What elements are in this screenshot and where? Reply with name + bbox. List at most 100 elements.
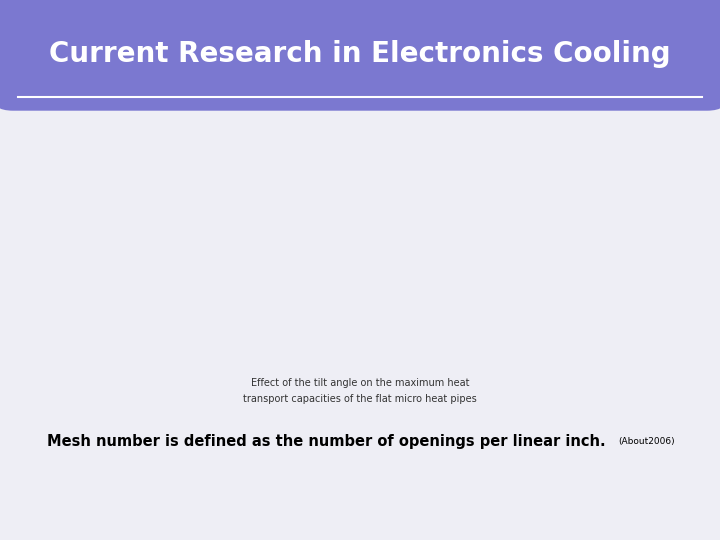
- Mesh#120: [421, 195, 430, 202]
- Mesh#120: [284, 188, 292, 194]
- Mesh#100: [454, 294, 463, 301]
- Mesh#200: [320, 122, 328, 129]
- Mesh#150: [194, 287, 202, 293]
- Mesh#120: [140, 287, 148, 293]
- Mesh#150: [176, 294, 184, 300]
- Mesh#200: [454, 159, 463, 166]
- Y-axis label: Qmax, W: Qmax, W: [17, 214, 27, 259]
- Mesh#100: [588, 294, 596, 301]
- Mesh#120: [471, 195, 480, 202]
- Line: Mesh#150: Mesh#150: [406, 265, 678, 271]
- Mesh#200: [86, 333, 94, 340]
- Line: Mesh#100: Mesh#100: [406, 295, 678, 300]
- Mesh#150: [554, 265, 563, 271]
- Mesh#200: [302, 124, 310, 130]
- Mesh#120: [537, 195, 546, 202]
- Mesh#100: [571, 294, 580, 301]
- Mesh#100: [212, 308, 220, 314]
- Legend: Mesh#100, Mesh#120, Mesh#150, Mesh#200: Mesh#100, Mesh#120, Mesh#150, Mesh#200: [58, 132, 132, 183]
- Mesh#100: [104, 328, 112, 335]
- Mesh#200: [637, 159, 646, 166]
- Mesh#100: [302, 299, 310, 306]
- Mesh#120: [266, 190, 274, 197]
- Legend: Mesh#100, Mesh#120, Mesh#150, Mesh#200: Mesh#100, Mesh#120, Mesh#150, Mesh#200: [532, 330, 688, 358]
- Mesh#200: [104, 325, 112, 331]
- Mesh#200: [621, 159, 629, 166]
- Mesh#150: [248, 274, 256, 281]
- Mesh#200: [405, 159, 413, 166]
- Mesh#120: [104, 312, 112, 319]
- Mesh#120: [521, 195, 529, 202]
- Mesh#120: [554, 195, 563, 202]
- Mesh#120: [604, 195, 613, 202]
- Mesh#100: [621, 294, 629, 301]
- Mesh#100: [176, 314, 184, 320]
- Mesh#200: [140, 294, 148, 300]
- Mesh#120: [86, 323, 94, 329]
- Text: Mesh number is defined as the number of openings per linear inch.: Mesh number is defined as the number of …: [47, 434, 606, 449]
- Mesh#100: [654, 294, 662, 301]
- Line: Mesh#200: Mesh#200: [406, 160, 678, 165]
- Mesh#150: [405, 265, 413, 271]
- Text: Case 1 dw=0.813 mm, Ws=3dw: Case 1 dw=0.813 mm, Ws=3dw: [63, 127, 177, 133]
- Mesh#100: [504, 294, 513, 301]
- Mesh#100: [604, 294, 613, 301]
- Mesh#200: [487, 159, 496, 166]
- Mesh#200: [571, 159, 580, 166]
- Mesh#150: [266, 273, 274, 279]
- Line: Mesh#120: Mesh#120: [87, 187, 327, 329]
- Mesh#150: [521, 265, 529, 271]
- Mesh#150: [588, 265, 596, 271]
- Line: Mesh#120: Mesh#120: [406, 196, 678, 201]
- Mesh#150: [454, 265, 463, 271]
- Mesh#120: [670, 195, 679, 202]
- Mesh#150: [122, 318, 130, 324]
- Mesh#100: [405, 294, 413, 301]
- Mesh#150: [212, 281, 220, 288]
- Mesh#150: [104, 325, 112, 331]
- Mesh#200: [521, 159, 529, 166]
- Mesh#200: [230, 158, 238, 164]
- Mesh#100: [86, 333, 94, 340]
- Mesh#120: [454, 195, 463, 202]
- Mesh#120: [621, 195, 629, 202]
- Text: Case 2 dw=0.813 mm, Ws=3dw: Case 2 dw=0.813 mm, Ws=3dw: [397, 130, 511, 136]
- Mesh#120: [176, 254, 184, 261]
- Mesh#100: [471, 294, 480, 301]
- Mesh#120: [571, 195, 580, 202]
- Mesh#120: [212, 219, 220, 225]
- Mesh#100: [266, 302, 274, 308]
- Mesh#120: [194, 237, 202, 243]
- Mesh#200: [266, 132, 274, 139]
- Line: Mesh#200: Mesh#200: [87, 122, 327, 340]
- Mesh#100: [284, 301, 292, 308]
- Mesh#150: [421, 265, 430, 271]
- Mesh#200: [158, 269, 166, 275]
- Mesh#100: [537, 294, 546, 301]
- Mesh#150: [302, 269, 310, 275]
- Text: Effect of the tilt angle on the maximum heat: Effect of the tilt angle on the maximum …: [251, 379, 469, 388]
- Text: transport capacities of the flat micro heat pipes: transport capacities of the flat micro h…: [243, 394, 477, 403]
- Mesh#120: [248, 197, 256, 204]
- Mesh#200: [654, 159, 662, 166]
- Mesh#100: [438, 294, 446, 301]
- Mesh#120: [158, 273, 166, 279]
- Mesh#150: [637, 265, 646, 271]
- Mesh#200: [212, 183, 220, 189]
- Mesh#200: [670, 159, 679, 166]
- Mesh#150: [438, 265, 446, 271]
- Mesh#120: [320, 186, 328, 193]
- Mesh#100: [248, 303, 256, 309]
- Mesh#100: [487, 294, 496, 301]
- Mesh#100: [320, 299, 328, 306]
- Mesh#200: [537, 159, 546, 166]
- Mesh#150: [487, 265, 496, 271]
- Mesh#100: [230, 305, 238, 311]
- Mesh#120: [230, 204, 238, 211]
- Mesh#120: [405, 195, 413, 202]
- Mesh#200: [588, 159, 596, 166]
- Mesh#150: [471, 265, 480, 271]
- Mesh#120: [302, 186, 310, 193]
- Mesh#150: [320, 267, 328, 274]
- Mesh#200: [604, 159, 613, 166]
